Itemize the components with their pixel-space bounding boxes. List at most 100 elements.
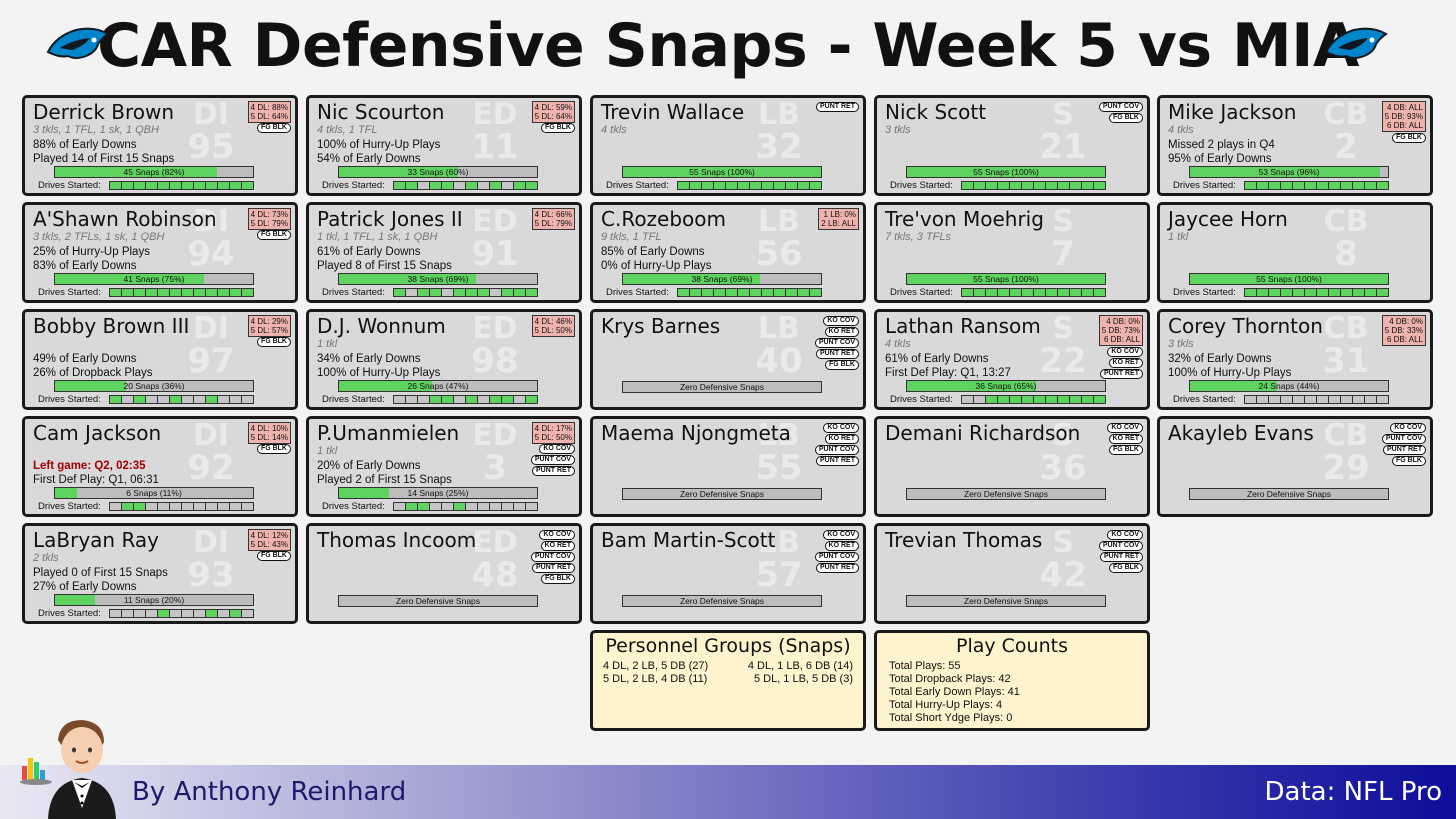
note-line: 61% of Early Downs bbox=[317, 246, 421, 258]
drive-cell bbox=[798, 182, 810, 189]
drive-cell bbox=[974, 182, 986, 189]
drive-cell bbox=[418, 289, 430, 296]
special-teams-badge: FG BLK bbox=[1391, 456, 1426, 466]
position-label: DI bbox=[192, 418, 230, 453]
special-teams-badge: PUNT RET bbox=[532, 563, 575, 573]
drive-cell bbox=[218, 610, 230, 617]
player-stats: 3 tkls, 2 TFLs, 1 sk, 1 QBH bbox=[33, 231, 165, 243]
drive-cell bbox=[1094, 396, 1105, 403]
author-byline: By Anthony Reinhard bbox=[132, 777, 407, 807]
special-teams-tags: KO COV KO RET PUNT COV PUNT RET bbox=[814, 530, 859, 573]
drive-cell bbox=[170, 396, 182, 403]
player-card: S 36 Demani Richardson KO COV KO RET FG BLK Ze… bbox=[874, 416, 1150, 517]
drive-cell bbox=[1317, 289, 1329, 296]
player-name: D.J. Wonnum bbox=[317, 314, 446, 338]
snap-bar: 11 Snaps (20%) bbox=[54, 594, 254, 606]
player-card: LB 56 C.Rozeboom 9 tkls, 1 TFL 85% of Early … bbox=[590, 202, 866, 303]
special-teams-badge: PUNT COV bbox=[530, 455, 575, 465]
special-teams-badge: PUNT COV bbox=[1381, 434, 1426, 444]
personnel-pct-line: 5 DL: 43% bbox=[250, 540, 288, 549]
drive-cell bbox=[194, 610, 206, 617]
snap-bar: Zero Defensive Snaps bbox=[1189, 488, 1389, 500]
drive-cell bbox=[490, 182, 502, 189]
drive-cell bbox=[1010, 182, 1022, 189]
drive-cell bbox=[1269, 396, 1281, 403]
position-watermark: DI 92 bbox=[171, 418, 251, 486]
snap-bar-label: 36 Snaps (65%) bbox=[975, 381, 1037, 391]
drive-cell bbox=[998, 396, 1010, 403]
drive-cell bbox=[1353, 289, 1365, 296]
drive-cell bbox=[1293, 289, 1305, 296]
drive-cell bbox=[490, 503, 502, 510]
drives-started-label: Drives Started: bbox=[1173, 180, 1236, 191]
position-label: DI bbox=[192, 97, 230, 132]
player-name: Jaycee Horn bbox=[1168, 207, 1288, 231]
note-line: 26% of Dropback Plays bbox=[33, 367, 153, 379]
special-teams-badge: PUNT COV bbox=[1098, 102, 1143, 112]
drive-cell bbox=[502, 182, 514, 189]
drive-cell bbox=[1281, 396, 1293, 403]
drive-cell bbox=[526, 503, 537, 510]
drive-cell bbox=[750, 182, 762, 189]
drive-cell bbox=[194, 503, 206, 510]
special-teams-badge: PUNT COV bbox=[530, 552, 575, 562]
special-teams-tags: KO COV PUNT COV PUNT RET bbox=[530, 444, 575, 476]
drive-cell bbox=[1353, 396, 1365, 403]
snap-bar-label: 6 Snaps (11%) bbox=[126, 488, 182, 498]
snap-bar-label: 55 Snaps (100%) bbox=[973, 167, 1039, 177]
snap-bar: Zero Defensive Snaps bbox=[622, 595, 822, 607]
snap-bar-label: Zero Defensive Snaps bbox=[679, 382, 765, 392]
player-stats: 4 tkls bbox=[1168, 124, 1194, 136]
jersey-number: 31 bbox=[1322, 341, 1370, 381]
snap-bar-fill bbox=[55, 167, 218, 177]
player-stats: 4 tkls bbox=[885, 338, 911, 350]
note-line: 49% of Early Downs bbox=[33, 353, 137, 365]
drive-cell bbox=[750, 289, 762, 296]
drive-cell bbox=[1022, 396, 1034, 403]
special-teams-badge: FG BLK bbox=[256, 444, 291, 454]
drive-cell bbox=[1034, 182, 1046, 189]
special-teams-tags: KO COV KO RET PUNT COV PUNT RET FG BLK bbox=[814, 316, 859, 370]
jersey-number: 22 bbox=[1039, 341, 1087, 381]
drive-cell bbox=[430, 182, 442, 189]
position-watermark: CB 8 bbox=[1306, 207, 1386, 274]
drive-cell bbox=[1082, 289, 1094, 296]
drive-cell bbox=[158, 396, 170, 403]
note-line: 32% of Early Downs bbox=[1168, 353, 1272, 365]
player-name: Nic Scourton bbox=[317, 100, 445, 124]
drive-cell bbox=[394, 289, 406, 296]
player-name: Nick Scott bbox=[885, 100, 987, 124]
drive-cell bbox=[206, 396, 218, 403]
special-teams-badge: FG BLK bbox=[540, 574, 575, 584]
drive-cell bbox=[490, 289, 502, 296]
drives-strip bbox=[393, 181, 538, 190]
drive-cell bbox=[1034, 289, 1046, 296]
personnel-pct-box: 4 DL: 10% 5 DL: 14% bbox=[247, 422, 291, 444]
personnel-pct-box: 4 DL: 17% 5 DL: 50% bbox=[531, 422, 575, 444]
personnel-pct-line: 6 DB: ALL bbox=[1386, 121, 1423, 130]
play-count-line: Total Hurry-Up Plays: 4 bbox=[889, 699, 1003, 711]
drive-cell bbox=[478, 182, 490, 189]
jersey-number: 8 bbox=[1334, 234, 1358, 274]
drive-cell bbox=[1305, 182, 1317, 189]
drives-strip bbox=[109, 395, 254, 404]
position-label: LB bbox=[758, 97, 800, 132]
drives-strip bbox=[393, 502, 538, 511]
snap-bar-fill bbox=[55, 595, 95, 605]
drive-cell bbox=[194, 289, 206, 296]
drive-cell bbox=[1245, 289, 1257, 296]
note-line: First Def Play: Q1, 13:27 bbox=[885, 367, 1011, 379]
drive-cell bbox=[430, 396, 442, 403]
drives-started-label: Drives Started: bbox=[606, 180, 669, 191]
player-stats: 2 tkls bbox=[33, 552, 59, 564]
drive-cell bbox=[774, 289, 786, 296]
drive-cell bbox=[998, 182, 1010, 189]
snap-bar: 36 Snaps (65%) bbox=[906, 380, 1106, 392]
player-stats: 9 tkls, 1 TFL bbox=[601, 231, 662, 243]
drive-cell bbox=[418, 503, 430, 510]
drive-cell bbox=[122, 503, 134, 510]
snap-bar: 26 Snaps (47%) bbox=[338, 380, 538, 392]
drive-cell bbox=[430, 289, 442, 296]
drive-cell bbox=[1058, 182, 1070, 189]
drive-cell bbox=[762, 289, 774, 296]
